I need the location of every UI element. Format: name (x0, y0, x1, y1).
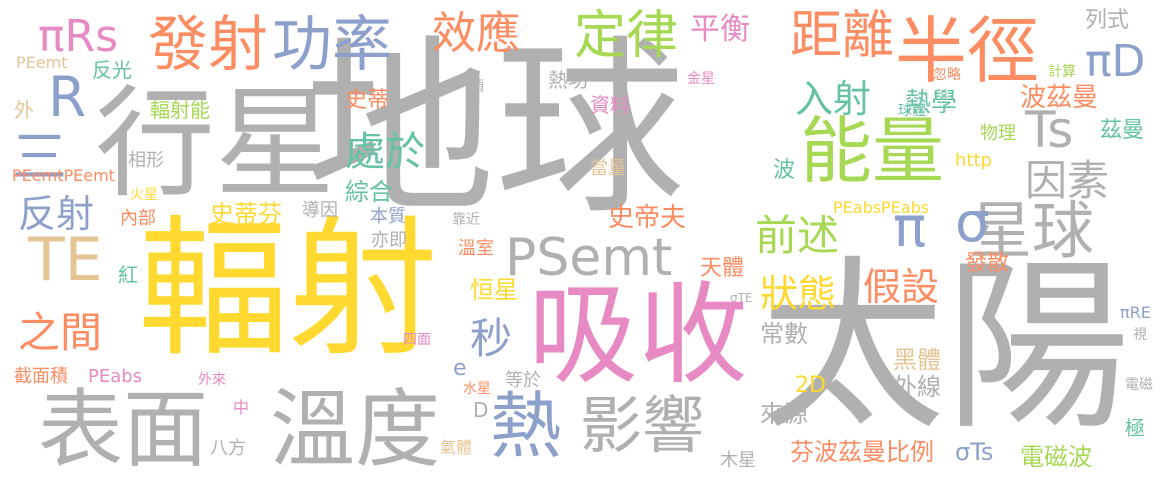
word-changshu: 常數 (760, 320, 808, 348)
word-dinglv: 定律 (574, 6, 679, 66)
word-bozimian: 波茲曼 (1020, 83, 1099, 113)
word-heiti: 黑體 (893, 346, 941, 374)
word-ziliao: 資料 (590, 93, 630, 117)
word-fenbozimian: 芬波茲曼比例 (790, 438, 934, 466)
word-jiejin: 靠近 (452, 212, 480, 228)
word-laiyuan: 來源 (760, 400, 808, 428)
word-gonglv: 功率 (272, 10, 392, 80)
word-fanshe: 反射 (18, 192, 95, 236)
word-tianti: 天體 (700, 256, 745, 281)
word-xiang: 項 (470, 79, 484, 95)
word-juli: 距離 (790, 6, 895, 66)
word-san: 三 (12, 125, 68, 189)
word-shuxing: 水星 (463, 381, 491, 397)
word-zhijian: 之間 (18, 308, 103, 357)
word-shidi: 史蒂 (345, 88, 390, 113)
word-bafang: 八方 (210, 438, 246, 459)
word-yiji: 亦即 (371, 230, 407, 251)
word-peabspeabs: PEabsPEabs (833, 198, 930, 217)
word-xingxing: 行星 (95, 75, 335, 214)
word-miao: 秒 (470, 314, 513, 363)
word-ts: Ts (1025, 101, 1074, 159)
word-shuxi: 列式 (1085, 8, 1130, 33)
word-wenshi: 溫室 (458, 238, 494, 259)
word-d: D (473, 398, 489, 422)
word-wai: 外 (14, 98, 34, 122)
word-qianshu: 前述 (755, 211, 840, 260)
word-fanguang: 反光 (92, 58, 132, 82)
word-taiyang: 太陽 (760, 239, 1130, 455)
word-re: 熱 (490, 384, 563, 468)
word-r: R (48, 65, 87, 129)
word-nengliang: 能量 (800, 109, 945, 193)
word-jiashe: 假設 (863, 265, 940, 309)
word-pemtpemt: PEemtPEemt (12, 166, 115, 185)
word-bo: 波 (773, 158, 796, 183)
word-http: http (955, 150, 992, 171)
word-pirs: πRs (38, 11, 118, 62)
word-wendu: 溫度 (270, 381, 441, 480)
word-xishou: 吸收 (528, 271, 748, 399)
word-psemt: PSemt (505, 228, 673, 288)
word-huoxing: 火星 (130, 187, 158, 203)
word-pi: π (893, 195, 927, 259)
word-fasan: 發散 (965, 251, 1010, 276)
word-waixian: 外線 (893, 373, 941, 401)
word-chuyu: 處於 (345, 129, 425, 175)
word-wulii: 物理 (980, 123, 1016, 144)
word-rushe: 入射 (795, 77, 872, 121)
word-sigma: σ (955, 190, 990, 254)
word-neibu: 內部 (120, 208, 156, 229)
word-regong: 熱功 (548, 68, 588, 92)
word-zonghe: 綜合 (345, 178, 393, 206)
word-hulue: 忽略 (933, 67, 961, 83)
word-xiaoying: 效應 (432, 8, 520, 59)
word-simian: 四面 (403, 332, 431, 348)
word-banjing: 半徑 (895, 9, 1040, 93)
word-fashe: 發射 (148, 10, 268, 80)
word-diqiu: 地球 (305, 19, 686, 240)
word-e: e (453, 356, 467, 381)
word-te: TE (28, 225, 103, 295)
word-fushenene: 輻射能 (150, 98, 210, 122)
word-pire: πRE (1120, 303, 1151, 322)
word-shidifu: 史帝夫 (608, 203, 687, 233)
word-rexue: 熱學 (905, 88, 958, 118)
word-ji: 極 (1125, 416, 1145, 440)
word-dianci2: 電磁 (1125, 377, 1153, 393)
word-twoD: 2D (795, 373, 826, 398)
word-dengyu: 等於 (505, 370, 541, 391)
word-zimian: 茲曼 (1100, 118, 1145, 143)
word-yinsu: 因素 (1025, 156, 1110, 205)
word-pingheng: 平衡 (690, 12, 750, 47)
word-shi: 視 (1133, 327, 1147, 343)
word-biaomian: 表面 (38, 381, 209, 480)
word-hengxing: 恒星 (470, 276, 518, 304)
word-dangliang: 當量 (590, 158, 626, 179)
word-peabs: PEabs (88, 366, 143, 387)
word-hong: 紅 (118, 263, 138, 287)
word-zhuangtai: 狀態 (760, 272, 837, 316)
word-muxing: 木星 (720, 450, 756, 471)
word-pid: πD (1085, 36, 1146, 87)
word-qiti: 氣體 (440, 438, 473, 457)
word-benzhi: 本質 (370, 206, 406, 227)
word-dianci: 電磁波 (1020, 443, 1092, 471)
word-xingqiu: 星球 (970, 194, 1095, 267)
word-xiangxing: 相形 (128, 150, 164, 171)
word-wailai: 外來 (198, 372, 226, 388)
word-daoyin: 導因 (302, 200, 338, 221)
word-sigmate: σTE (730, 291, 753, 305)
word-qiuti: 球體 (898, 103, 926, 119)
word-jinxing: 金星 (687, 71, 715, 87)
word-jisuan: 計算 (1048, 64, 1076, 80)
word-psemt-small: PEemt (16, 53, 68, 72)
word-sigmats: σTs (955, 438, 994, 466)
word-shidifen: 史蒂芬 (210, 200, 282, 228)
word-jiemianji: 截面積 (14, 366, 68, 387)
word-yingxiang: 影響 (580, 389, 705, 462)
word-fushe: 輻射 (138, 203, 439, 377)
word-zhong: 中 (233, 398, 250, 417)
